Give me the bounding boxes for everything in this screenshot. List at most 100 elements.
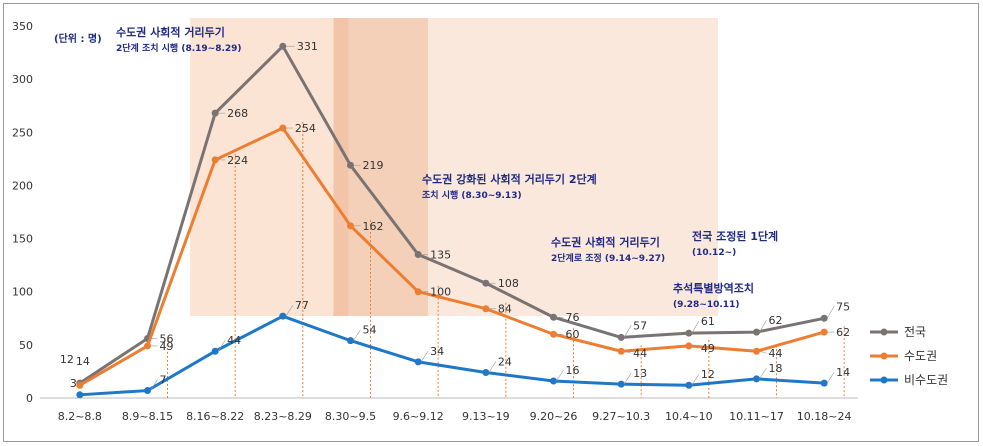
data-label: 14 — [836, 366, 850, 379]
x-tick-label: 8.16~8.22 — [186, 410, 244, 423]
series-2 — [76, 124, 828, 389]
data-label-leader — [691, 345, 699, 349]
data-point — [617, 380, 625, 388]
data-label: 331 — [297, 40, 318, 53]
data-label-leader — [624, 350, 632, 354]
policy-period-shading — [190, 18, 718, 316]
data-point — [617, 333, 625, 341]
annotation-text: 수도권 사회적 거리두기 — [116, 25, 225, 39]
data-label-leader — [826, 371, 835, 384]
data-point — [482, 368, 490, 376]
data-label: 224 — [227, 154, 248, 167]
data-labels-series-1: 14 56 268 331 219 135 108 76 57 61 62 75 — [76, 40, 850, 368]
data-label-leader — [623, 373, 632, 385]
data-label-leader — [420, 350, 429, 363]
annotation-text: 추석특별방역조치 — [673, 281, 754, 295]
data-label: 44 — [227, 334, 241, 347]
data-point — [211, 109, 219, 117]
y-tick-label: 300 — [12, 73, 33, 86]
legend-label: 수도권 — [904, 349, 937, 363]
legend-swatch-marker — [880, 328, 888, 336]
data-label: 49 — [701, 342, 715, 355]
data-label: 76 — [566, 311, 580, 324]
data-label: 49 — [160, 340, 174, 353]
data-point — [347, 222, 354, 230]
legend-label: 비수도권 — [904, 373, 948, 387]
x-tick-label: 8.30~9.5 — [325, 410, 376, 423]
x-tick-label: 8.23~8.29 — [254, 410, 312, 423]
x-tick-label: 9.6~9.12 — [393, 410, 444, 423]
data-label: 12 — [701, 368, 715, 381]
x-tick-label: 9.13~19 — [462, 410, 510, 423]
data-label: 219 — [363, 159, 384, 172]
x-tick-label: 9.20~26 — [530, 410, 578, 423]
data-label-leader — [285, 304, 294, 317]
x-tick-label: 8.2~8.8 — [58, 410, 102, 423]
data-point — [414, 251, 422, 259]
data-label-leader — [217, 340, 226, 352]
data-point — [211, 156, 219, 164]
data-point — [279, 42, 287, 50]
data-label: 100 — [430, 286, 451, 299]
data-label: 162 — [363, 220, 384, 233]
annotation-text: 수도권 강화된 사회적 거리두기 2단계 — [422, 172, 597, 186]
data-point — [347, 161, 354, 169]
data-point — [685, 381, 693, 389]
y-tick-label: 200 — [12, 179, 33, 192]
data-point — [820, 328, 828, 336]
data-point — [550, 377, 557, 385]
data-point — [753, 347, 760, 355]
data-point — [76, 391, 84, 399]
legend-swatch-marker — [880, 376, 888, 384]
x-tick-label: 10.4~10 — [665, 410, 713, 423]
shade-period-3 — [428, 18, 718, 316]
data-label-leader — [353, 329, 361, 341]
annotations: 수도권 사회적 거리두기 2단계 조치 시행 (8.19~8.29) 수도권 강화된… — [116, 25, 778, 310]
x-tick-label: 9.27~10.3 — [592, 410, 650, 423]
data-point — [211, 347, 219, 355]
data-label: 268 — [227, 107, 248, 120]
data-label: 62 — [769, 314, 783, 327]
data-point — [550, 330, 557, 338]
data-label: 3 — [70, 377, 77, 390]
data-label: 54 — [363, 324, 377, 337]
x-tick-label: 10.18~24 — [797, 410, 852, 423]
data-label: 77 — [295, 299, 309, 312]
data-point — [279, 312, 287, 320]
data-label-leader — [759, 319, 767, 333]
data-label: 24 — [498, 355, 512, 368]
x-axis: 8.2~8.8 8.9~8.15 8.16~8.22 8.23~8.29 8.30~9.… — [58, 410, 852, 423]
data-label: 13 — [633, 367, 647, 380]
x-tick-label: 8.9~8.15 — [122, 410, 173, 423]
y-tick-label: 50 — [19, 339, 33, 352]
data-labels-series-2: 12 49 224 254 162 100 84 60 44 49 44 62 — [60, 122, 850, 366]
data-label: 12 — [60, 353, 74, 366]
data-label: 44 — [769, 347, 783, 360]
y-tick-label: 250 — [12, 126, 33, 139]
data-label: 16 — [566, 364, 580, 377]
data-point — [414, 358, 422, 366]
data-point — [685, 329, 693, 337]
data-point — [482, 279, 490, 287]
y-tick-label: 0 — [26, 392, 33, 405]
series-line — [79, 44, 825, 385]
data-point — [414, 288, 422, 296]
data-label: 7 — [160, 374, 167, 387]
y-axis: 0 50 100 150 200 250 300 350 — [12, 20, 858, 405]
data-label: 57 — [633, 319, 647, 332]
data-label-leader — [488, 361, 497, 373]
data-point — [279, 124, 287, 132]
y-tick-label: 100 — [12, 286, 33, 299]
data-point — [820, 314, 828, 322]
data-label: 75 — [836, 300, 850, 313]
data-point — [753, 328, 760, 336]
data-point — [144, 387, 151, 395]
data-point — [144, 342, 151, 350]
series-1 — [76, 42, 828, 387]
data-label-leader — [759, 367, 767, 380]
data-label: 61 — [701, 315, 715, 328]
data-label-leader — [623, 325, 632, 338]
data-label-leader — [826, 306, 835, 319]
